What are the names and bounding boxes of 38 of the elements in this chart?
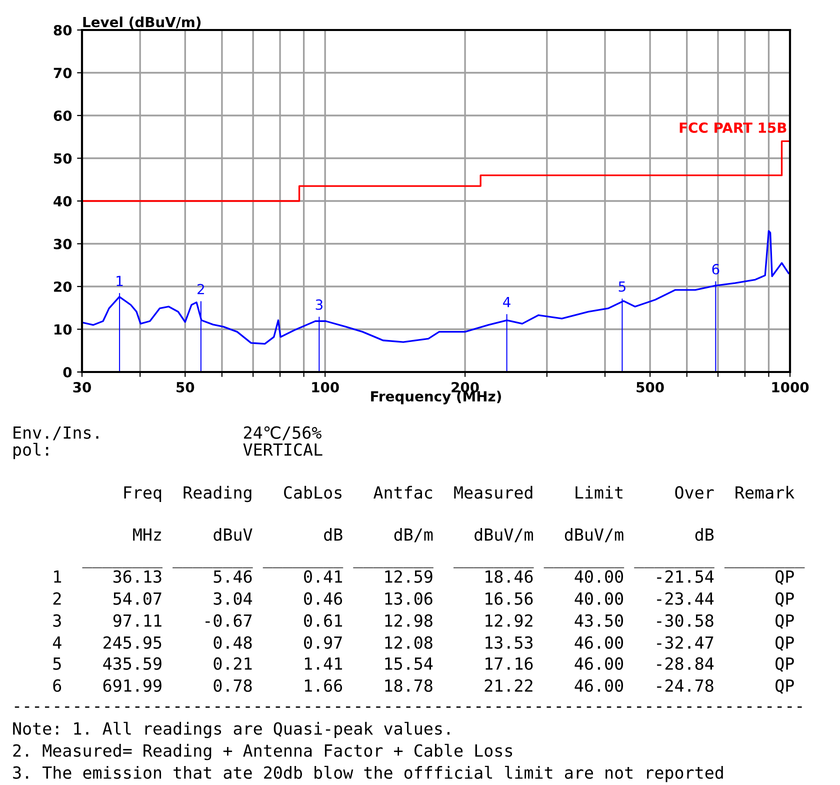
text: Env./Ins. 24℃/56% xyxy=(14,426,322,440)
y-tick-label: 70 xyxy=(54,68,72,78)
x-tick-label: 200 xyxy=(452,382,479,392)
y-tick-label: 10 xyxy=(54,324,72,335)
text: MHz dBuV dB dB/m dBuV/m dBuV/m dB xyxy=(133,528,714,542)
text: 2 54.07 3.04 0.46 13.06 16.56 40.00 -23.44 QP xyxy=(53,592,794,607)
x-tick-label: 500 xyxy=(636,382,664,392)
x-tick-label: 30 xyxy=(73,382,91,392)
text: ------------------------------------------------------------------------------- xyxy=(14,706,802,708)
text: Note: 1. All readings are Quasi-peak values. xyxy=(13,722,450,738)
y-tick-label: 60 xyxy=(54,110,72,121)
text: 3. The emission that ate 20db blow the offficial limit are not reported xyxy=(13,766,723,782)
text: 4 245.95 0.48 0.97 12.08 13.53 46.00 -32.47 QP xyxy=(52,636,794,651)
annotation: 5 xyxy=(618,281,626,292)
x-tick-label: 50 xyxy=(176,382,194,392)
y-tick-label: 20 xyxy=(54,281,72,292)
annotation: 2 xyxy=(198,284,204,294)
annotation: 6 xyxy=(712,264,720,274)
text: pol: VERTICAL xyxy=(14,442,322,460)
text: 5 435.59 0.21 1.41 15.54 17.16 46.00 -28.84 QP xyxy=(53,657,794,672)
annotation: 3 xyxy=(316,299,322,310)
text: 2. Measured= Reading + Antenna Factor + Cable Loss xyxy=(13,744,512,760)
text: 3 97.11 -0.67 0.61 12.98 12.92 43.50 -30.58 QP xyxy=(53,614,794,629)
text: ________ ________ ________ ________ ________ ________ ________ ________ xyxy=(82,567,805,568)
text: 6 691.99 0.78 1.66 18.78 21.22 46.00 -24.78 QP xyxy=(53,679,794,694)
y-axis-title: Level (dBuV/m) xyxy=(83,16,201,29)
annotation: 1 xyxy=(116,276,123,286)
x-tick-label: 100 xyxy=(312,382,339,392)
x-tick-label: 1000 xyxy=(772,382,809,392)
y-tick-label: 30 xyxy=(54,238,72,250)
y-tick-label: 40 xyxy=(54,196,72,206)
annotation: 4 xyxy=(503,296,510,308)
y-tick-label: 80 xyxy=(54,24,72,36)
text: Freq Reading CabLos Antfac Measured Limit Over Remark xyxy=(124,486,794,502)
series-label: FCC PART 15B xyxy=(680,122,786,133)
y-tick-label: 50 xyxy=(54,153,72,164)
text: 1 36.13 5.46 0.41 12.59 18.46 40.00 -21.54 QP xyxy=(54,570,794,585)
y-tick-label: 0 xyxy=(63,366,72,378)
